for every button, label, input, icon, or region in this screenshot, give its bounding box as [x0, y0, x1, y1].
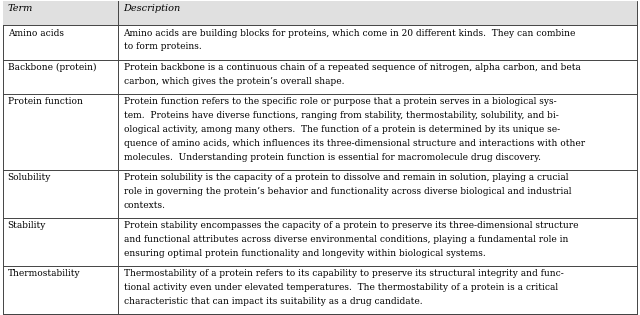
- Text: Protein function refers to the specific role or purpose that a protein serves in: Protein function refers to the specific …: [124, 97, 556, 106]
- Text: Solubility: Solubility: [8, 173, 51, 182]
- Text: Term: Term: [8, 4, 33, 13]
- Text: ological activity, among many others.  The function of a protein is determined b: ological activity, among many others. Th…: [124, 125, 559, 134]
- Text: Description: Description: [124, 4, 180, 13]
- Text: Backbone (protein): Backbone (protein): [8, 63, 96, 72]
- Text: molecules.  Understanding protein function is essential for macromolecule drug d: molecules. Understanding protein functio…: [124, 152, 541, 162]
- Text: carbon, which gives the protein’s overall shape.: carbon, which gives the protein’s overal…: [124, 77, 344, 86]
- Text: Thermostability of a protein refers to its capability to preserve its structural: Thermostability of a protein refers to i…: [124, 269, 563, 278]
- Text: role in governing the protein’s behavior and functionality across diverse biolog: role in governing the protein’s behavior…: [124, 187, 571, 196]
- Text: Thermostability: Thermostability: [8, 269, 80, 278]
- Text: and functional attributes across diverse environmental conditions, playing a fun: and functional attributes across diverse…: [124, 235, 568, 244]
- Text: Protein stability encompasses the capacity of a protein to preserve its three-di: Protein stability encompasses the capaci…: [124, 221, 578, 230]
- Bar: [3, 1, 637, 25]
- Text: Protein solubility is the capacity of a protein to dissolve and remain in soluti: Protein solubility is the capacity of a …: [124, 173, 568, 182]
- Text: Stability: Stability: [8, 221, 46, 230]
- Text: ensuring optimal protein functionality and longevity within biological systems.: ensuring optimal protein functionality a…: [124, 249, 485, 258]
- Text: contexts.: contexts.: [124, 201, 166, 210]
- Text: Amino acids: Amino acids: [8, 29, 64, 37]
- Text: characteristic that can impact its suitability as a drug candidate.: characteristic that can impact its suita…: [124, 297, 422, 306]
- Text: Protein backbone is a continuous chain of a repeated sequence of nitrogen, alpha: Protein backbone is a continuous chain o…: [124, 63, 580, 72]
- Text: Amino acids are building blocks for proteins, which come in 20 different kinds. : Amino acids are building blocks for prot…: [124, 29, 576, 37]
- Text: tem.  Proteins have diverse functions, ranging from stability, thermostability, : tem. Proteins have diverse functions, ra…: [124, 111, 558, 120]
- Text: Protein function: Protein function: [8, 97, 83, 106]
- Text: to form proteins.: to form proteins.: [124, 43, 201, 51]
- Text: quence of amino acids, which influences its three-dimensional structure and inte: quence of amino acids, which influences …: [124, 139, 585, 148]
- Text: tional activity even under elevated temperatures.  The thermostability of a prot: tional activity even under elevated temp…: [124, 283, 557, 292]
